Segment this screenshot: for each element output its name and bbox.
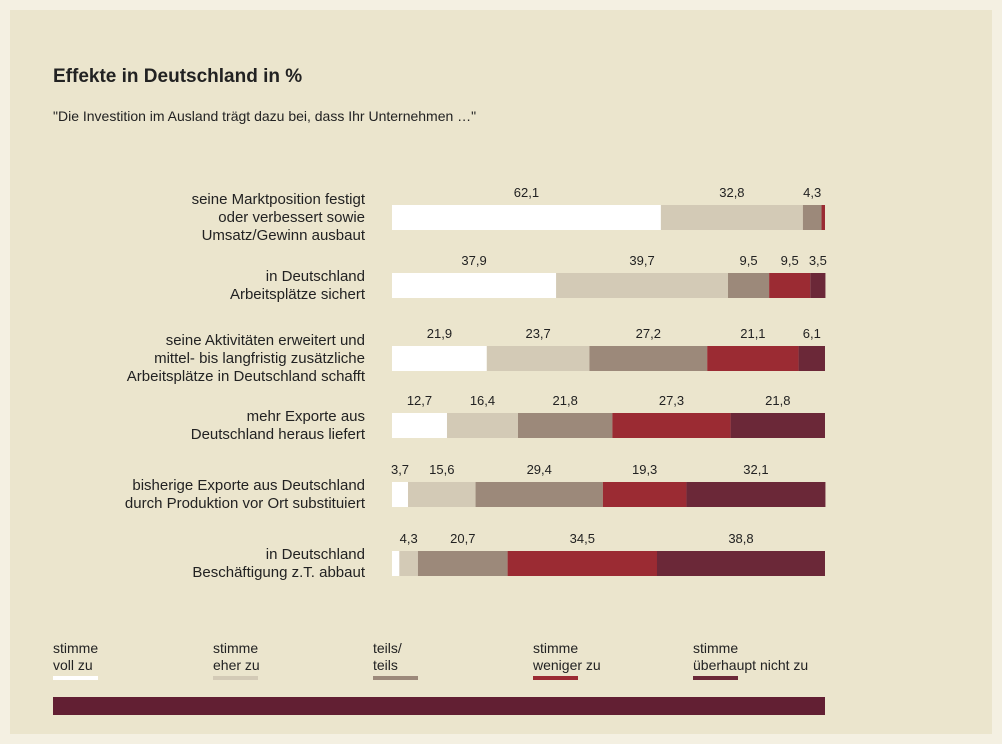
value-label: 21,1: [740, 326, 765, 341]
category-label: seine Aktivitäten erweitert und mittel- …: [126, 331, 365, 385]
bar-segment: [556, 273, 729, 298]
bar-segment: [417, 551, 508, 576]
chart-subtitle: "Die Investition im Ausland trägt dazu b…: [53, 108, 477, 124]
value-label: 4,3: [803, 185, 821, 200]
bar-segment: [612, 413, 731, 438]
legend-swatch: [213, 676, 258, 680]
value-label: 16,4: [470, 393, 495, 408]
category-label: in Deutschland Beschäftigung z.T. abbaut: [192, 545, 365, 581]
value-label: 23,7: [525, 326, 550, 341]
value-label: 4,3: [400, 531, 418, 546]
bar-segment: [798, 346, 825, 371]
category-label: in Deutschland Arbeitsplätze sichert: [229, 267, 365, 303]
bar-segment: [392, 273, 557, 298]
bar-segment: [507, 551, 657, 576]
panel: [10, 10, 992, 734]
value-label: 37,9: [461, 253, 486, 268]
value-label: 34,5: [570, 531, 595, 546]
value-label: 62,1: [514, 185, 539, 200]
bottom-bar: [53, 697, 825, 715]
bar-segment: [399, 551, 418, 576]
value-label: 27,3: [659, 393, 684, 408]
value-label: 38,8: [728, 531, 753, 546]
value-label: 21,9: [427, 326, 452, 341]
bar-segment: [656, 551, 825, 576]
bar-segment: [810, 273, 826, 298]
legend-label: stimme eher zu: [213, 640, 260, 673]
bar-segment: [475, 482, 603, 507]
bar-segment: [446, 413, 519, 438]
bar-segment: [392, 413, 447, 438]
bar-segment: [518, 413, 613, 438]
legend-swatch: [373, 676, 418, 680]
category-label: mehr Exporte aus Deutschland heraus lief…: [190, 407, 365, 443]
bar-segment: [408, 482, 476, 507]
value-label: 19,3: [632, 462, 657, 477]
bar-segment: [686, 482, 826, 507]
legend-label: stimme voll zu: [53, 640, 99, 673]
bar-segment: [802, 205, 822, 230]
bar-segment: [730, 413, 825, 438]
value-label: 21,8: [553, 393, 578, 408]
value-label: 3,5: [809, 253, 827, 268]
value-label: 15,6: [429, 462, 454, 477]
bar-segment: [707, 346, 799, 371]
legend-swatch: [53, 676, 98, 680]
category-label: seine Marktposition festigt oder verbess…: [191, 190, 365, 244]
value-label: 27,2: [636, 326, 661, 341]
legend-label: stimme weniger zu: [533, 640, 601, 673]
legend-swatch: [693, 676, 738, 680]
legend-label: teils/ teils: [373, 640, 402, 673]
value-label: 9,5: [781, 253, 799, 268]
legend-label: stimme überhaupt nicht zu: [693, 640, 809, 673]
value-label: 21,8: [765, 393, 790, 408]
bar-segment: [392, 346, 487, 371]
bar-segment: [589, 346, 708, 371]
value-label: 32,8: [719, 185, 744, 200]
value-label: 12,7: [407, 393, 432, 408]
category-label: bisherige Exporte aus Deutschland durch …: [124, 476, 365, 512]
chart-title: Effekte in Deutschland in %: [53, 66, 303, 87]
legend-swatch: [533, 676, 578, 680]
bar-segment: [769, 273, 811, 298]
bar-segment: [602, 482, 687, 507]
value-label: 9,5: [740, 253, 758, 268]
value-label: 32,1: [743, 462, 768, 477]
bar-segment: [392, 205, 661, 230]
value-label: 20,7: [450, 531, 475, 546]
bar-segment: [392, 551, 400, 576]
bar-segment: [660, 205, 803, 230]
bar-segment: [392, 482, 409, 507]
bar-segment: [821, 205, 825, 230]
value-label: 3,7: [391, 462, 409, 477]
value-label: 29,4: [527, 462, 552, 477]
value-label: 6,1: [803, 326, 821, 341]
value-label: 39,7: [629, 253, 654, 268]
bar-segment: [486, 346, 590, 371]
bar-segment: [728, 273, 770, 298]
